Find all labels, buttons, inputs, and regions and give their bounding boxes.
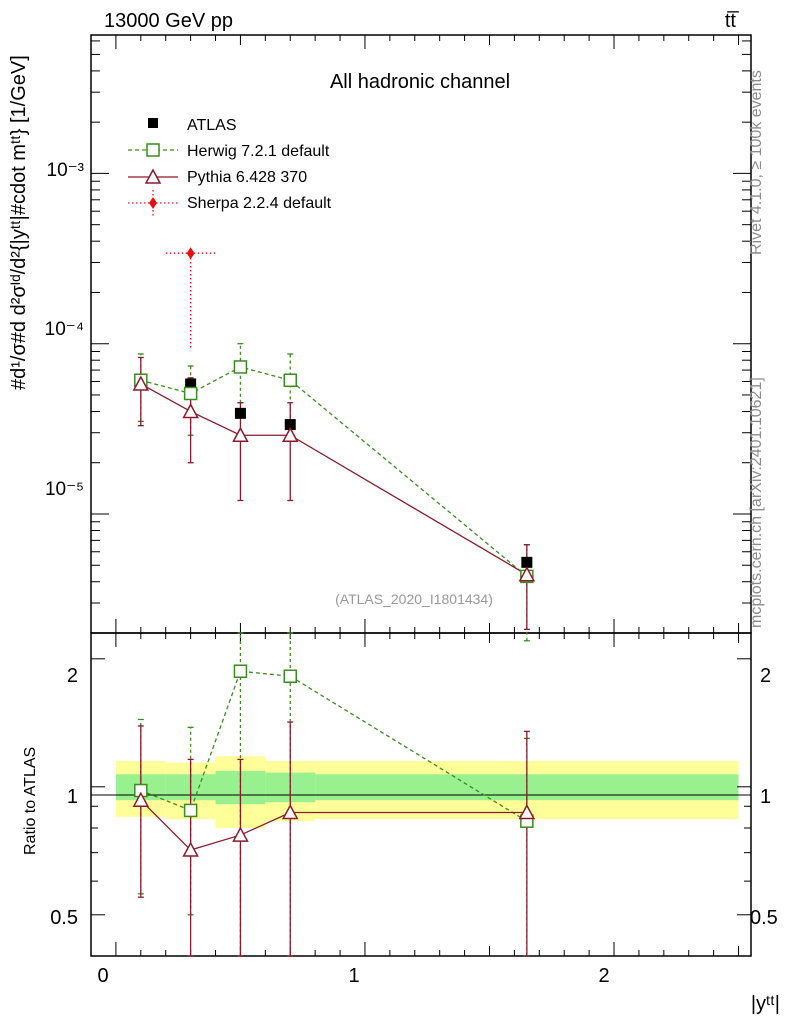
pythia-main-point xyxy=(281,426,299,442)
atlas-main-point xyxy=(521,556,533,568)
herwig-ratio-line xyxy=(140,670,528,822)
legend-atlas-marker xyxy=(148,118,158,128)
main-y-tick-label-1e-4: 10⁻⁴ xyxy=(45,319,84,340)
legend-herwig-label: Herwig 7.2.1 default xyxy=(187,143,330,160)
ratio-y-tick-label-2-right: 2 xyxy=(760,665,771,687)
ratio-y-tick-label-1-left: 1 xyxy=(67,786,78,808)
main-y-axis-label: #d¹/σ#d d²σᴵᵈ/d²{|yᵗᵗ|#cdot mᵗᵗ} [1/GeV] xyxy=(8,55,30,390)
analysis-id: (ATLAS_2020_I1801434) xyxy=(335,591,493,607)
atlas-main-point xyxy=(284,419,296,431)
mcplots-label: mcplots.cern.ch [arXiv:2401.10621] xyxy=(748,377,765,628)
x-tick-label-2: 2 xyxy=(598,965,609,987)
pythia-main-point xyxy=(232,426,249,442)
legend-atlas-label: ATLAS xyxy=(187,117,237,134)
pythia-ratio-point xyxy=(518,803,536,820)
pythia-ratio-point xyxy=(232,826,249,842)
x-axis-label: |yᵗᵗ| xyxy=(751,993,780,1015)
herwig-ratio-point xyxy=(183,803,198,818)
main-y-tick-label-1e-5: 10⁻⁵ xyxy=(45,479,84,500)
herwig-ratio-point xyxy=(283,669,297,683)
herwig-main-point xyxy=(233,360,248,374)
ratio-y-tick-label-1-right: 1 xyxy=(760,786,771,808)
rivet-version-label: Rivet 4.1.0, ≥ 100k events xyxy=(748,70,765,255)
legend-sherpa-label: Sherpa 2.2.4 default xyxy=(187,195,332,212)
ratio-uncertainty-band xyxy=(115,756,739,829)
herwig-main-point xyxy=(283,373,297,388)
herwig-main-line xyxy=(140,366,528,577)
pythia-main-line xyxy=(140,383,528,576)
data-marks xyxy=(132,247,536,957)
sherpa-main-point xyxy=(186,247,195,260)
energy-label: 13000 GeV pp xyxy=(104,10,233,32)
main-y-tick-label-1e-3: 10⁻³ xyxy=(47,160,85,181)
legend-sherpa-marker xyxy=(149,197,157,209)
channel-title: All hadronic channel xyxy=(330,71,510,93)
axis-ticks xyxy=(91,35,751,956)
pythia-ratio-point xyxy=(182,841,199,857)
atlas-main-point xyxy=(185,378,197,390)
legend-pythia-marker xyxy=(144,168,162,184)
ratio-y-tick-label-05-left: 0.5 xyxy=(50,907,78,929)
x-tick-label-1: 1 xyxy=(348,965,359,987)
atlas-main-point xyxy=(234,407,246,419)
ratio-y-tick-label-05-right: 0.5 xyxy=(750,907,778,929)
pythia-ratio-point xyxy=(281,803,299,820)
ratio-y-axis-label: Ratio to ATLAS xyxy=(22,746,39,855)
x-tick-label-0: 0 xyxy=(97,965,108,987)
herwig-main-point xyxy=(183,386,198,401)
pythia-ratio-point xyxy=(132,791,150,807)
pythia-main-point xyxy=(182,402,199,419)
legend-herwig-marker xyxy=(146,143,160,157)
ratio-y-tick-label-2-left: 2 xyxy=(67,665,78,687)
pythia-main-point xyxy=(518,566,536,582)
legend-pythia-label: Pythia 6.428 370 xyxy=(187,169,307,186)
herwig-ratio-point xyxy=(233,664,248,678)
pythia-main-point xyxy=(132,375,150,391)
legend: ATLAS Herwig 7.2.1 default Pythia 6.428 … xyxy=(128,117,332,216)
process-label: tt̅ xyxy=(725,10,739,32)
